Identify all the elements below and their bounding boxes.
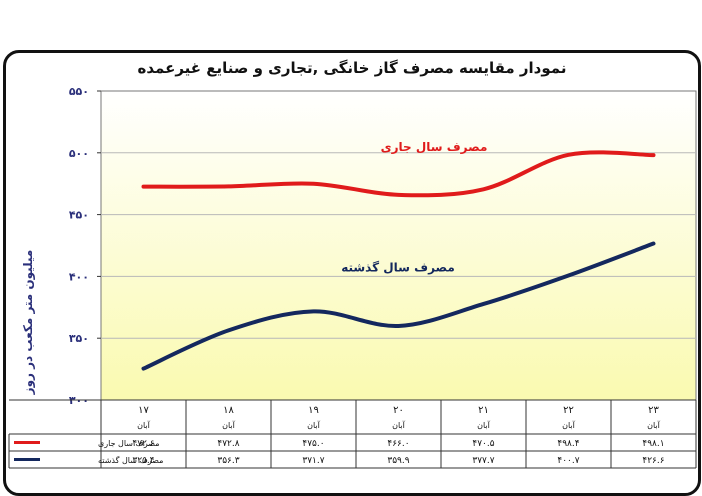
x-tick-label: ۲۱ (478, 405, 489, 416)
series-inline-label: مصرف سال گذشته (341, 260, 455, 274)
x-tick-label: ۲۲ (563, 405, 574, 416)
x-tick-sublabel: آبان (647, 420, 661, 430)
x-tick-sublabel: آبان (562, 420, 576, 430)
x-tick-label: ۲۳ (648, 405, 659, 416)
x-tick-label: ۱۷ (138, 405, 149, 416)
plot-area (101, 91, 696, 400)
table-cell: ۴۷۲.۶ (132, 439, 154, 449)
y-tick-label: ۳۵۰ (69, 332, 89, 345)
series-inline-label: مصرف سال جاری (381, 140, 488, 154)
x-tick-label: ۱۹ (308, 405, 319, 416)
table-cell: ۳۷۷.۷ (472, 456, 494, 466)
table-cell: ۴۹۸.۴ (557, 439, 579, 449)
x-tick-label: ۱۸ (223, 405, 234, 416)
table-cell: ۳۵۶.۳ (217, 456, 239, 466)
table-cell: ۴۶۶.۰ (387, 439, 409, 449)
x-tick-label: ۲۰ (393, 405, 404, 416)
x-tick-sublabel: آبان (222, 420, 236, 430)
y-tick-label: ۴۵۰ (69, 209, 89, 222)
table-cell: ۴۹۸.۱ (642, 439, 664, 449)
table-cell: ۴۲۶.۶ (642, 456, 664, 466)
table-cell: ۴۰۰.۷ (557, 456, 579, 466)
x-tick-sublabel: آبان (392, 420, 406, 430)
y-tick-label: ۴۰۰ (69, 270, 89, 283)
x-tick-sublabel: آبان (307, 420, 321, 430)
table-cell: ۳۲۵.۴ (132, 456, 154, 466)
y-tick-label: ۵۵۰ (69, 85, 89, 98)
table-cell: ۴۷۰.۵ (472, 439, 494, 449)
x-tick-sublabel: آبان (477, 420, 491, 430)
table-cell: ۳۵۹.۹ (387, 456, 409, 466)
table-cell: ۳۷۱.۷ (302, 456, 324, 466)
table-cell: ۴۷۲.۸ (217, 439, 239, 449)
y-tick-label: ۵۰۰ (69, 147, 89, 160)
table-cell: ۴۷۵.۰ (302, 439, 324, 449)
chart-frame: نمودار مقایسه مصرف گاز خانگی ,تجاری و صن… (3, 50, 701, 496)
x-tick-sublabel: آبان (137, 420, 151, 430)
